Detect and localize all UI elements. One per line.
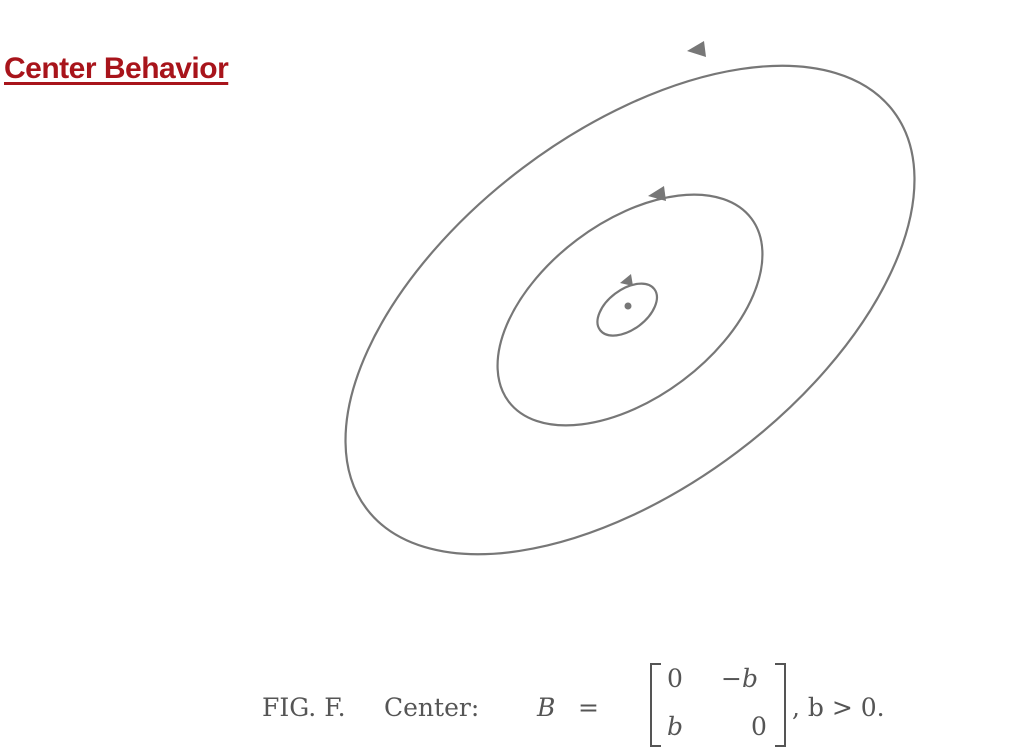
figure-label: FIG. F. [262,693,346,722]
inner-orbit [596,282,659,337]
matrix-cell-0-1: −b [721,664,758,693]
matrix-cell-1-1: 0 [751,712,767,741]
matrix-symbol: B [537,693,556,722]
matrix-condition: , b > 0. [792,693,885,722]
matrix-cell-1-0: b [667,712,684,741]
matrix-cell-0-0: 0 [667,664,683,693]
middle-orbit [496,193,764,427]
figure-type-label: Center: [384,693,480,722]
page-title: Center Behavior [4,52,229,85]
equals-sign: = [578,693,599,722]
matrix-brackets [650,663,786,747]
middle-orbit-arrow-icon [648,186,666,201]
inner-orbit-arrow-icon [620,274,633,286]
equilibrium-point [624,302,632,310]
outer-orbit [344,64,916,556]
matrix-b: 0 −b b 0 [647,660,797,750]
outer-orbit-arrow-icon [687,41,706,57]
